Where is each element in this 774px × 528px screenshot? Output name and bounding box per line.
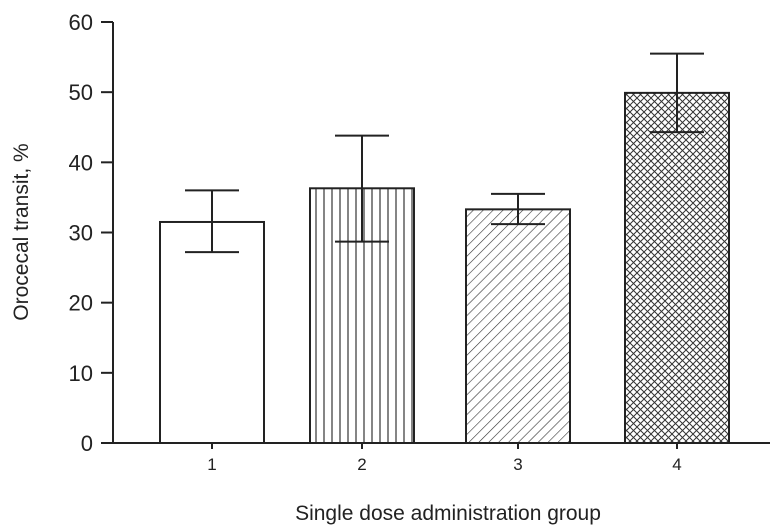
y-tick-label: 50 bbox=[69, 80, 93, 105]
x-tick-label: 3 bbox=[513, 455, 522, 474]
x-tick-label: 1 bbox=[207, 455, 216, 474]
bar-group-4 bbox=[625, 93, 729, 443]
y-tick-label: 60 bbox=[69, 10, 93, 35]
y-axis-title: Orocecal transit, % bbox=[10, 143, 33, 320]
y-tick-label: 0 bbox=[81, 431, 93, 456]
y-tick-label: 40 bbox=[69, 150, 93, 175]
x-tick-label: 4 bbox=[672, 455, 681, 474]
bars-layer bbox=[160, 54, 729, 443]
y-tick-label: 20 bbox=[69, 291, 93, 316]
x-axis-title: Single dose administration group bbox=[295, 502, 601, 525]
x-tick-label: 2 bbox=[357, 455, 366, 474]
y-tick-label: 10 bbox=[69, 361, 93, 386]
bar-group-3 bbox=[466, 209, 570, 443]
bar-group-1 bbox=[160, 222, 264, 443]
y-tick-label: 30 bbox=[69, 221, 93, 246]
